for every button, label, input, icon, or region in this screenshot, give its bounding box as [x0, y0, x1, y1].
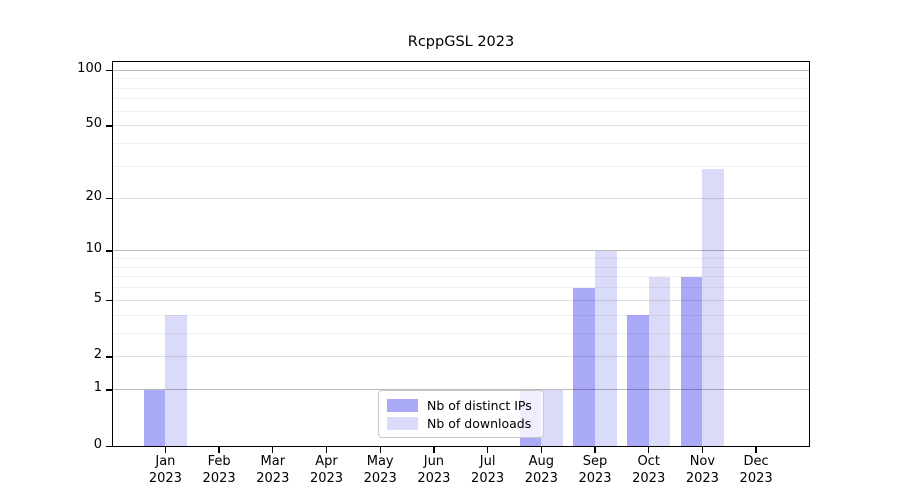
x-axis-tick-dec — [755, 446, 757, 453]
x-tick-label-aug: Aug 2023 — [524, 453, 558, 487]
x-tick-label-mar: Mar 2023 — [256, 453, 290, 487]
y-tick-label-5: 5 — [93, 290, 102, 306]
chart-title: RcppGSL 2023 — [407, 34, 515, 50]
y-axis-tick-100 — [106, 69, 112, 71]
x-tick-label-feb: Feb 2023 — [202, 453, 236, 487]
x-axis-tick-may — [379, 446, 381, 453]
bar-distinct-ips-sep — [573, 287, 595, 447]
x-axis-tick-oct — [648, 446, 650, 453]
y-tick-label-20: 20 — [85, 188, 102, 204]
bars-layer — [112, 61, 810, 447]
bar-distinct-ips-nov — [680, 276, 703, 447]
bar-distinct-ips-jan — [143, 389, 166, 447]
x-axis-tick-aug — [540, 446, 542, 453]
bar-downloads-nov — [702, 169, 725, 447]
y-tick-label-100: 100 — [77, 60, 102, 76]
x-axis-tick-feb — [218, 446, 220, 453]
legend-entry-distinct-ips: Nb of distinct IPs — [387, 399, 535, 412]
y-axis-tick-0 — [106, 445, 112, 448]
x-tick-label-nov: Nov 2023 — [685, 453, 719, 487]
y-tick-label-50: 50 — [85, 116, 102, 132]
legend-swatch-distinct-ips — [387, 399, 418, 412]
y-axis-tick-2 — [106, 356, 112, 358]
x-axis-tick-jan — [164, 446, 167, 453]
x-axis-tick-mar — [272, 446, 274, 453]
x-axis-tick-apr — [325, 446, 328, 453]
x-tick-label-may: May 2023 — [363, 453, 397, 487]
legend-entry-downloads: Nb of downloads — [387, 417, 535, 430]
y-axis-tick-20 — [106, 197, 112, 199]
x-axis-tick-jul — [486, 446, 489, 453]
y-axis-tick-1 — [106, 389, 112, 391]
x-tick-label-oct: Oct 2023 — [632, 453, 666, 487]
x-tick-label-jan: Jan 2023 — [148, 453, 182, 487]
bar-downloads-sep — [595, 250, 617, 447]
bar-downloads-aug — [541, 389, 563, 447]
y-tick-label-10: 10 — [85, 241, 102, 257]
x-tick-label-jul: Jul 2023 — [471, 453, 505, 487]
x-axis-tick-jun — [433, 446, 435, 453]
x-tick-label-apr: Apr 2023 — [309, 453, 344, 487]
y-axis-tick-10 — [106, 250, 112, 252]
x-tick-label-dec: Dec 2023 — [739, 453, 773, 487]
legend-label-distinct-ips: Nb of distinct IPs — [427, 398, 532, 413]
legend-swatch-downloads — [387, 417, 418, 430]
x-tick-label-jun: Jun 2023 — [417, 453, 451, 487]
x-axis-tick-nov — [701, 446, 704, 453]
legend-label-downloads: Nb of downloads — [427, 416, 532, 431]
bar-downloads-jan — [165, 315, 188, 447]
plot-area — [112, 61, 810, 447]
bar-distinct-ips-oct — [627, 315, 649, 447]
bar-downloads-oct — [648, 276, 671, 447]
x-axis-tick-sep — [594, 446, 596, 453]
y-tick-label-1: 1 — [93, 380, 102, 396]
y-axis-tick-50 — [106, 125, 112, 127]
y-tick-label-0: 0 — [93, 437, 102, 452]
x-tick-label-sep: Sep 2023 — [578, 453, 612, 487]
legend: Nb of distinct IPs Nb of downloads — [378, 390, 544, 438]
y-tick-label-2: 2 — [93, 347, 102, 363]
y-axis-tick-5 — [106, 299, 112, 302]
